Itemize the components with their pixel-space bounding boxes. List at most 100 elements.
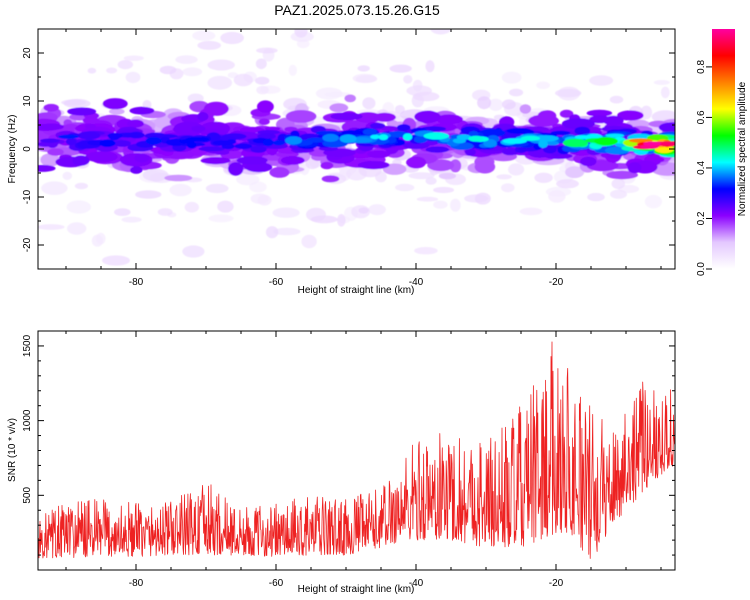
x-tick-label: -80: [129, 277, 144, 288]
spectrogram-cell: [106, 67, 118, 74]
spectrogram-x-ticks: -80 -60 -40 -20: [65, 29, 662, 288]
y-tick-label: 10: [22, 95, 33, 107]
spectrogram-cell: [322, 133, 339, 142]
spectrogram-cell: [285, 136, 302, 145]
spectrogram-cell: [355, 75, 378, 83]
spectrogram-cell: [389, 64, 412, 73]
spectrogram-cell: [562, 138, 588, 148]
spectrogram-cell: [159, 65, 177, 75]
spectrogram-cell: [643, 141, 662, 146]
spectrogram-cell: [157, 208, 173, 216]
spectrogram-cell: [425, 177, 437, 185]
x-tick-label: -60: [269, 277, 284, 288]
x-tick-label: -20: [549, 277, 564, 288]
spectrogram-cell: [272, 207, 300, 218]
spectrogram-cell: [544, 152, 573, 160]
spectrogram-cell: [217, 200, 234, 213]
spectrogram-cell: [234, 143, 253, 149]
spectrogram-cell: [362, 128, 378, 136]
spectrogram-cell: [574, 135, 591, 140]
spectrogram-cell: [610, 189, 627, 199]
spectrogram-cell: [507, 163, 525, 176]
spectrogram-cell: [520, 135, 541, 141]
spectrogram-cell: [370, 134, 380, 140]
spectrogram-cell: [368, 204, 386, 216]
colorbar-tick-label: 0.2: [696, 211, 707, 225]
spectrogram-cell: [387, 131, 408, 138]
spectrogram-cell: [483, 139, 497, 148]
snr-series-line: [38, 341, 675, 559]
spectrogram-cell: [223, 271, 249, 278]
spectrogram-cell: [502, 99, 516, 110]
spectrogram-cell: [74, 182, 88, 190]
spectrogram-panel: -80 -60 -40 -20 -20 -10 0 10 20 Height of strai…: [7, 6, 676, 296]
spectrogram-cell: [496, 174, 512, 180]
spectrogram-cell: [135, 190, 162, 199]
spectrogram-cell: [550, 130, 571, 136]
spectrogram-cell: [256, 85, 269, 95]
x-tick-label: -40: [409, 578, 424, 589]
spectrogram-cell: [339, 134, 357, 143]
spectrogram-cell: [38, 141, 54, 147]
spectrogram-cell: [43, 103, 59, 112]
spectrogram-cell: [85, 151, 118, 163]
spectrogram-cell: [477, 96, 492, 110]
spectrogram-cell: [125, 71, 141, 84]
spectrogram-cell: [87, 67, 97, 74]
spectrogram-y-label: Frequency (Hz): [7, 115, 18, 184]
spectrogram-cell: [228, 162, 244, 176]
spectrogram-cell: [580, 156, 597, 167]
x-tick-label: -80: [129, 578, 144, 589]
snr-y-label: SNR (10 * v/v): [7, 418, 18, 482]
spectrogram-cell: [474, 160, 496, 174]
spectrogram-cell: [456, 134, 472, 140]
spectrogram-cell: [488, 98, 504, 112]
spectrogram-cell: [320, 161, 334, 170]
spectrogram-cell: [660, 86, 670, 99]
colorbar-tick-label: 0.4: [696, 161, 707, 175]
spectrogram-cell: [534, 172, 553, 183]
spectrogram-cell: [38, 224, 65, 230]
spectrogram-cell: [192, 30, 216, 41]
spectrogram-cell: [197, 40, 221, 50]
spectrogram-cell: [538, 139, 548, 148]
spectrogram-cell: [589, 75, 614, 86]
spectrogram-cell: [559, 109, 574, 118]
spectrogram-cell: [184, 201, 199, 213]
spectrogram-cell: [378, 134, 389, 141]
spectrogram-cell: [173, 121, 204, 136]
spectrogram-y-ticks: -20 -10 0 10 20: [22, 28, 675, 270]
spectrogram-cell: [355, 112, 382, 123]
spectrogram-cell: [198, 146, 225, 152]
spectrogram-cell: [501, 71, 522, 84]
spectrogram-cell: [367, 150, 391, 158]
spectrogram-cell: [416, 196, 439, 202]
spectrogram-cell: [205, 183, 229, 194]
spectrogram-cell: [199, 128, 229, 136]
spectrogram-cell: [414, 135, 428, 143]
spectrogram-cell: [310, 215, 338, 224]
spectrogram-cell: [204, 6, 224, 12]
spectrogram-cell: [113, 140, 131, 147]
spectrogram-cell: [264, 126, 281, 131]
spectrogram-cell: [67, 107, 97, 116]
spectrogram-cell: [301, 234, 317, 249]
spectrogram-cell: [344, 94, 356, 103]
spectrogram-cell: [102, 98, 128, 110]
spectrogram-cell: [373, 112, 396, 122]
y-tick-label: 0: [22, 146, 33, 152]
spectrogram-cell: [142, 168, 169, 182]
spectrogram-cell: [285, 110, 317, 123]
spectrogram-cell: [153, 134, 178, 139]
spectrogram-cell: [67, 222, 87, 235]
colorbar-ticks: 0.0 0.2 0.4 0.6 0.8: [696, 60, 712, 276]
spectrogram-cell: [272, 140, 286, 146]
spectrogram-cell: [468, 135, 484, 142]
spectrogram-cell: [435, 114, 463, 125]
spectrogram-cell: [72, 155, 90, 166]
spectrogram-cell: [548, 190, 566, 203]
spectrogram-cell: [358, 207, 369, 214]
spectrogram-cell: [468, 131, 479, 138]
y-tick-label: 1500: [22, 334, 33, 357]
spectrogram-cell: [644, 194, 663, 209]
